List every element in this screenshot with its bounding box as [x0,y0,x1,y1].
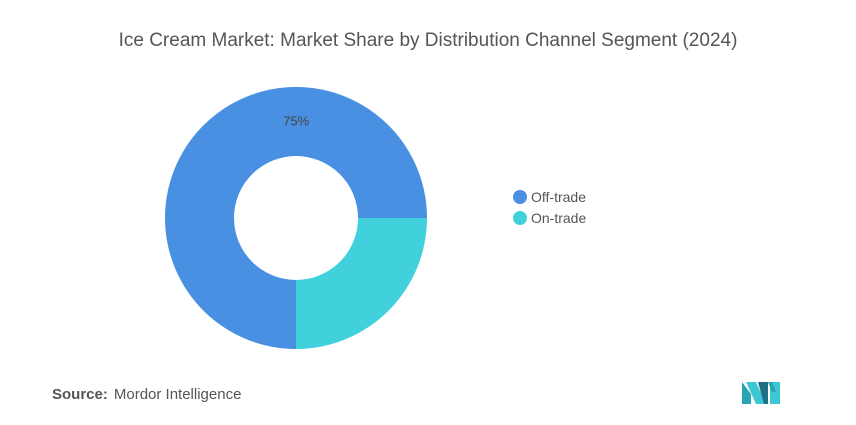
legend-swatch [513,189,527,204]
slice-on-trade [296,218,427,349]
legend-swatch [513,210,527,225]
donut-slices [165,87,427,349]
source-value: Mordor Intelligence [113,386,242,403]
source-label: Source: [52,386,108,403]
source-line: Source: Mordor Intelligence [52,386,241,403]
legend-label: On-trade [531,209,587,226]
slice-off-trade [165,87,427,349]
legend-item-on-trade: On-trade [513,207,586,228]
mordor-intelligence-logo-icon [742,382,780,404]
chart-legend: Off-trade On-trade [513,186,586,228]
legend-item-off-trade: Off-trade [513,186,586,207]
donut-labels: 75% [283,114,309,129]
chart-title: Ice Cream Market: Market Share by Distri… [118,30,738,51]
slice-label-off-trade: 75% [283,114,309,129]
legend-label: Off-trade [531,188,586,205]
